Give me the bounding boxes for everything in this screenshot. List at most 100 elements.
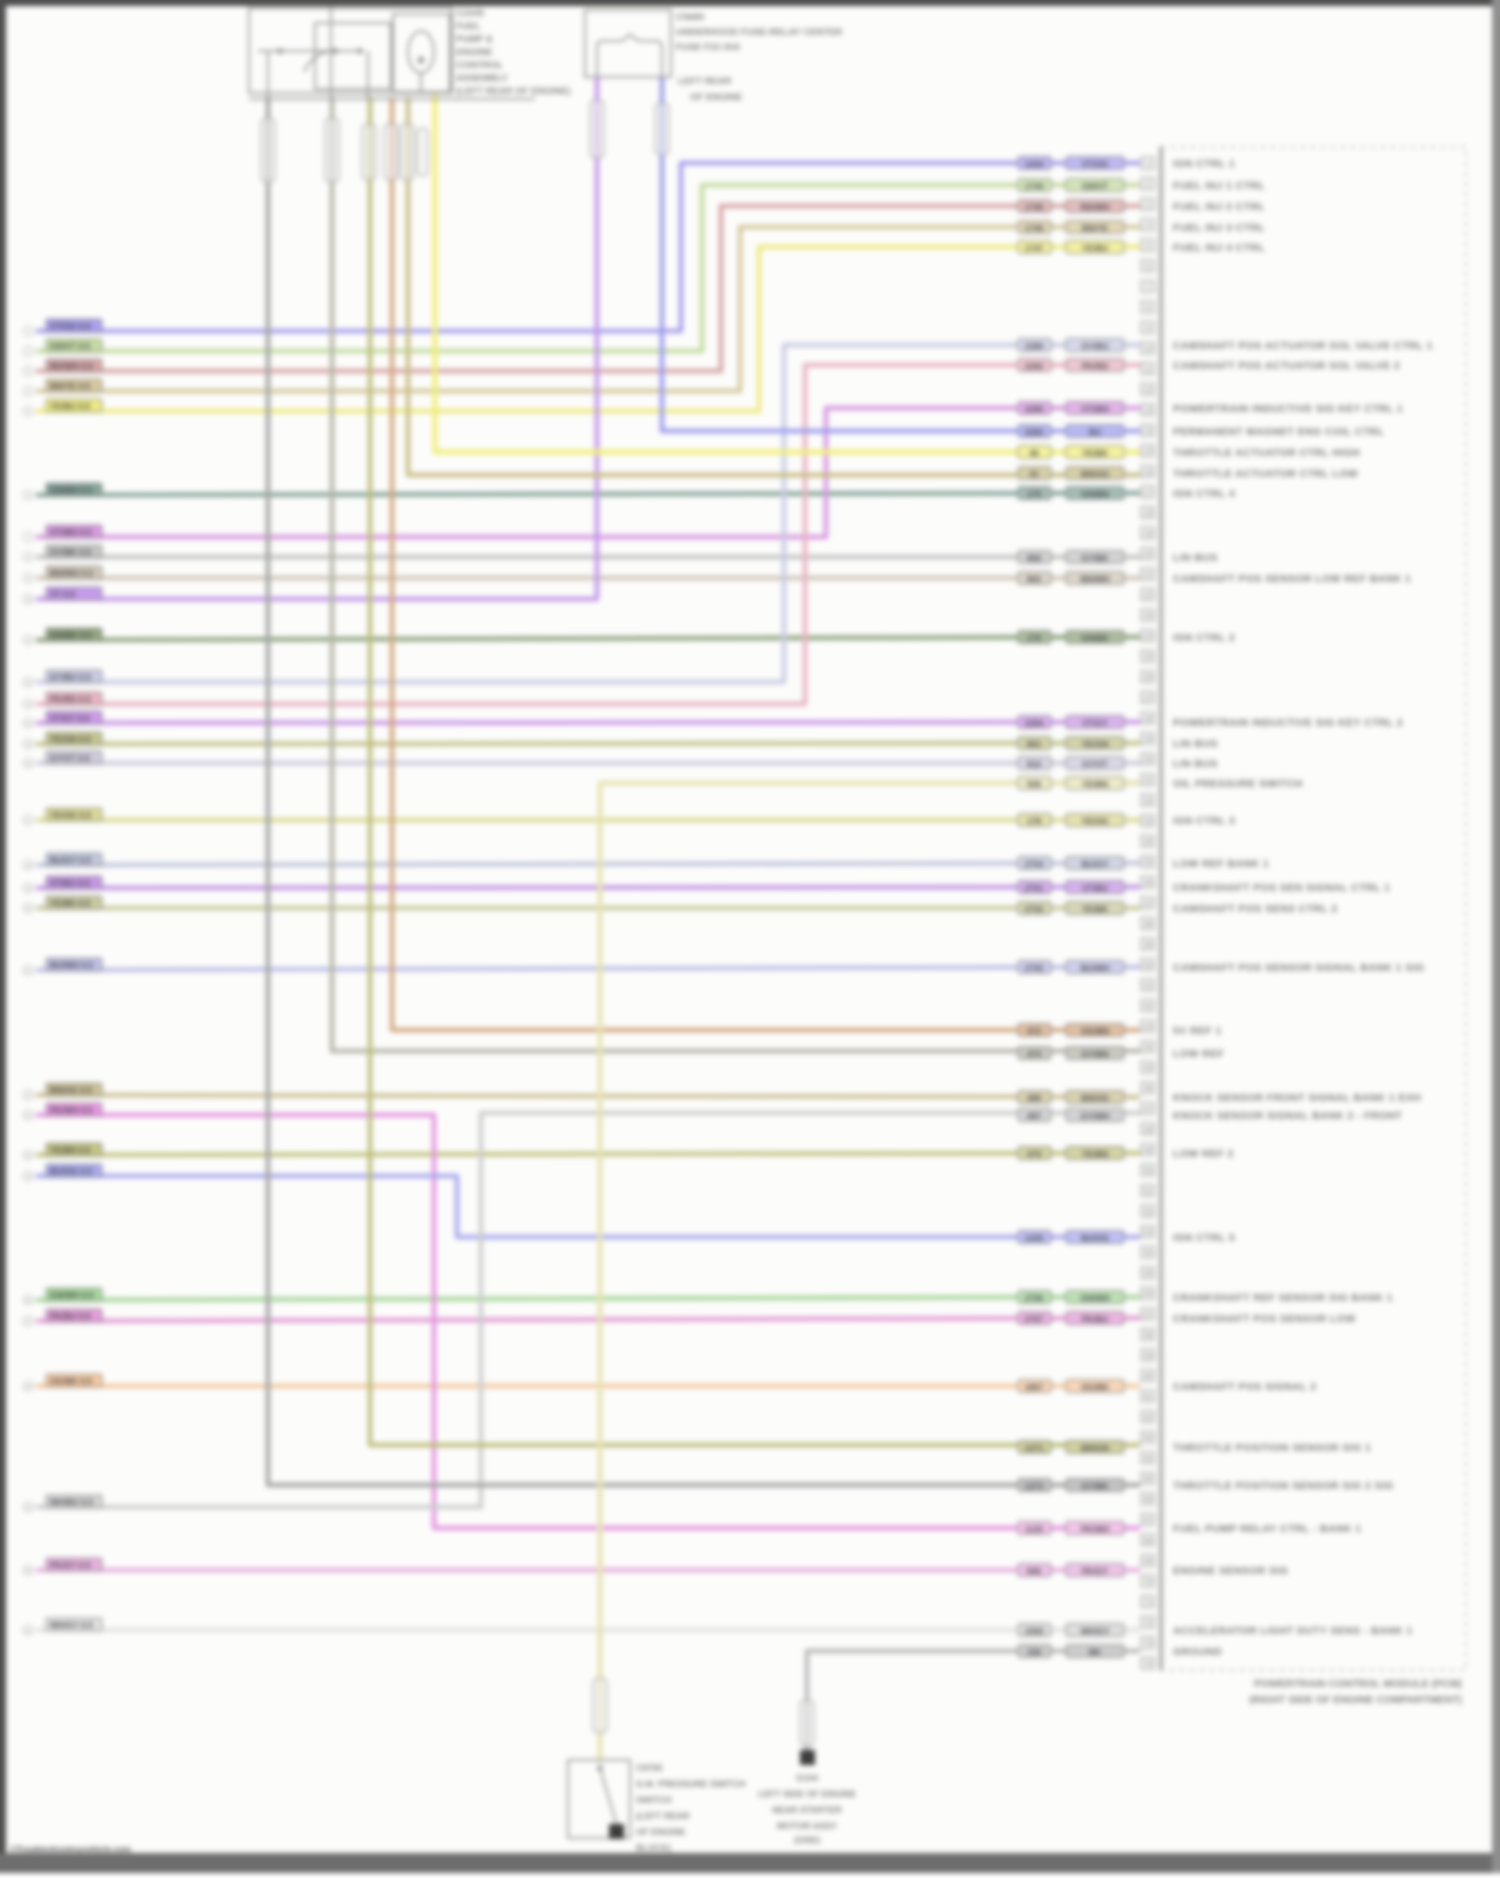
svg-text:56: 56: [1144, 1291, 1152, 1298]
svg-text:41: 41: [1029, 469, 1039, 479]
svg-text:1744: 1744: [1025, 181, 1044, 191]
svg-text:LIN BUS: LIN BUS: [1173, 738, 1218, 750]
svg-text:GY/VT 0.5: GY/VT 0.5: [50, 753, 90, 763]
svg-text:22: 22: [24, 1093, 32, 1100]
svg-text:8: 8: [1146, 305, 1150, 312]
svg-text:41: 41: [1144, 983, 1152, 990]
svg-text:4: 4: [26, 389, 30, 396]
svg-text:44: 44: [1144, 1045, 1152, 1052]
svg-text:178: 178: [1027, 816, 1041, 826]
svg-text:33: 33: [1144, 819, 1152, 826]
svg-text:3: 3: [1146, 202, 1150, 209]
svg-text:52: 52: [1144, 1209, 1152, 1216]
svg-text:G104: G104: [796, 1773, 818, 1783]
svg-text:26: 26: [24, 1298, 32, 1305]
svg-text:49: 49: [1144, 1147, 1152, 1154]
svg-text:MOTOR ASSY: MOTOR ASSY: [777, 1821, 837, 1831]
svg-text:VT 0.5: VT 0.5: [50, 589, 75, 599]
svg-text:21: 21: [1144, 572, 1152, 579]
svg-text:2706: 2706: [1025, 1293, 1044, 1303]
svg-text:20: 20: [1144, 552, 1152, 559]
svg-text:C2345: C2345: [456, 8, 485, 19]
svg-text:GN/VT: GN/VT: [1082, 181, 1109, 191]
svg-text:55: 55: [1144, 1271, 1152, 1278]
svg-text:YE/GN: YE/GN: [1082, 739, 1108, 749]
svg-text:LOW REF: LOW REF: [1173, 1048, 1224, 1060]
svg-text:1: 1: [1146, 161, 1150, 168]
svg-text:17: 17: [1144, 490, 1152, 497]
svg-text:10: 10: [24, 597, 32, 604]
svg-text:497: 497: [1027, 1111, 1041, 1121]
svg-text:15: 15: [24, 742, 32, 749]
svg-text:PUMP &: PUMP &: [456, 34, 493, 45]
svg-text:24: 24: [24, 1153, 32, 1160]
svg-text:VT/OG 0.5: VT/OG 0.5: [50, 321, 91, 331]
svg-text:VT/WH 0.5: VT/WH 0.5: [50, 527, 92, 537]
svg-text:LIN BUS: LIN BUS: [1173, 758, 1218, 770]
svg-text:22: 22: [1144, 593, 1152, 600]
svg-text:64: 64: [1144, 1456, 1152, 1463]
svg-text:OG/BK 0.5: OG/BK 0.5: [50, 1376, 92, 1386]
svg-text:58: 58: [1144, 1332, 1152, 1339]
svg-text:THROTTLE POSITION SENSOR SIG 1: THROTTLE POSITION SENSOR SIG 1: [1173, 1442, 1371, 1454]
svg-text:FUEL INJ 4 CTRL: FUEL INJ 4 CTRL: [1173, 242, 1265, 254]
svg-text:ENGINE: ENGINE: [456, 47, 492, 58]
svg-text:THROTTLE ACTUATOR CTRL HIGH: THROTTLE ACTUATOR CTRL HIGH: [1173, 447, 1360, 459]
svg-text:ACCELERATOR LIGHT DUTY SENS -: ACCELERATOR LIGHT DUTY SENS - BANK 1: [1173, 1625, 1413, 1637]
svg-text:18: 18: [24, 863, 32, 870]
svg-text:1746: 1746: [1025, 223, 1044, 233]
svg-text:GN/BN 0.5: GN/BN 0.5: [50, 485, 92, 495]
svg-text:23: 23: [24, 1113, 32, 1120]
svg-text:BU/GY: BU/GY: [1082, 859, 1109, 869]
svg-text:45: 45: [1144, 1065, 1152, 1072]
svg-text:7: 7: [26, 535, 30, 542]
svg-text:BU/OG: BU/OG: [1081, 1233, 1109, 1243]
svg-text:YE/BN: YE/BN: [1082, 1149, 1108, 1159]
svg-text:10: 10: [1144, 346, 1152, 353]
svg-text:KNOCK SENSOR FRONT SIGNAL BANK: KNOCK SENSOR FRONT SIGNAL BANK 1 EXH: [1173, 1092, 1421, 1104]
svg-text:GN/WH: GN/WH: [1080, 1293, 1109, 1303]
svg-text:YE/BK: YE/BK: [1082, 904, 1109, 914]
svg-text:2280: 2280: [1025, 341, 1044, 351]
svg-text:GY/VT: GY/VT: [1082, 759, 1108, 769]
svg-text:BN/OG: BN/OG: [1081, 469, 1109, 479]
svg-text:4: 4: [1146, 223, 1150, 230]
svg-text:28: 28: [24, 1384, 32, 1391]
svg-text:6: 6: [1146, 264, 1150, 271]
svg-text:14: 14: [24, 721, 32, 728]
svg-text:15: 15: [1144, 449, 1152, 456]
svg-text:38: 38: [1144, 921, 1152, 928]
svg-text:VT/GY: VT/GY: [1082, 718, 1108, 728]
svg-text:18: 18: [1144, 510, 1152, 517]
svg-text:NEAR STARTER: NEAR STARTER: [772, 1805, 842, 1815]
svg-text:PK/WH: PK/WH: [1081, 1524, 1109, 1534]
svg-text:THROTTLE ACTUATOR CTRL LOW: THROTTLE ACTUATOR CTRL LOW: [1173, 468, 1358, 480]
svg-text:37: 37: [1144, 901, 1152, 908]
svg-text:810: 810: [1027, 759, 1041, 769]
svg-text:1867: 1867: [1025, 1382, 1044, 1392]
svg-text:496: 496: [1027, 1093, 1041, 1103]
svg-text:473: 473: [1027, 1049, 1041, 1059]
svg-text:GN/WH 0.5: GN/WH 0.5: [50, 1290, 94, 1300]
svg-text:48: 48: [1144, 1127, 1152, 1134]
svg-text:72: 72: [1144, 1620, 1152, 1627]
svg-text:GN/BK 0.5: GN/BK 0.5: [50, 630, 92, 640]
svg-text:16: 16: [24, 761, 32, 768]
svg-text:31: 31: [1144, 778, 1152, 785]
svg-text:PK/BU: PK/BU: [1082, 1314, 1108, 1324]
svg-text:GN/VT 0.5: GN/VT 0.5: [50, 341, 90, 351]
svg-text:GY/BK: GY/BK: [1082, 553, 1110, 563]
svg-text:G.M. PRESSURE SWITCH: G.M. PRESSURE SWITCH: [636, 1779, 746, 1789]
svg-text:51: 51: [1144, 1189, 1152, 1196]
svg-text:FUEL INJ 3 CTRL: FUEL INJ 3 CTRL: [1173, 222, 1265, 234]
svg-text:27: 27: [24, 1319, 32, 1326]
svg-text:GY/BU: GY/BU: [1082, 341, 1109, 351]
svg-text:CAMSHAFT POS SENS CTRL 2: CAMSHAFT POS SENS CTRL 2: [1173, 903, 1338, 915]
svg-text:2702: 2702: [1025, 904, 1044, 914]
svg-text:59: 59: [1144, 1353, 1152, 1360]
svg-text:1435: 1435: [1025, 1233, 1044, 1243]
svg-text:24: 24: [1144, 634, 1152, 641]
svg-text:BN/OG 0.5: BN/OG 0.5: [50, 1085, 92, 1095]
svg-text:2: 2: [26, 349, 30, 356]
svg-text:KNOCK SENSOR SIGNAL BANK 2 - F: KNOCK SENSOR SIGNAL BANK 2 - FRONT: [1173, 1110, 1402, 1122]
